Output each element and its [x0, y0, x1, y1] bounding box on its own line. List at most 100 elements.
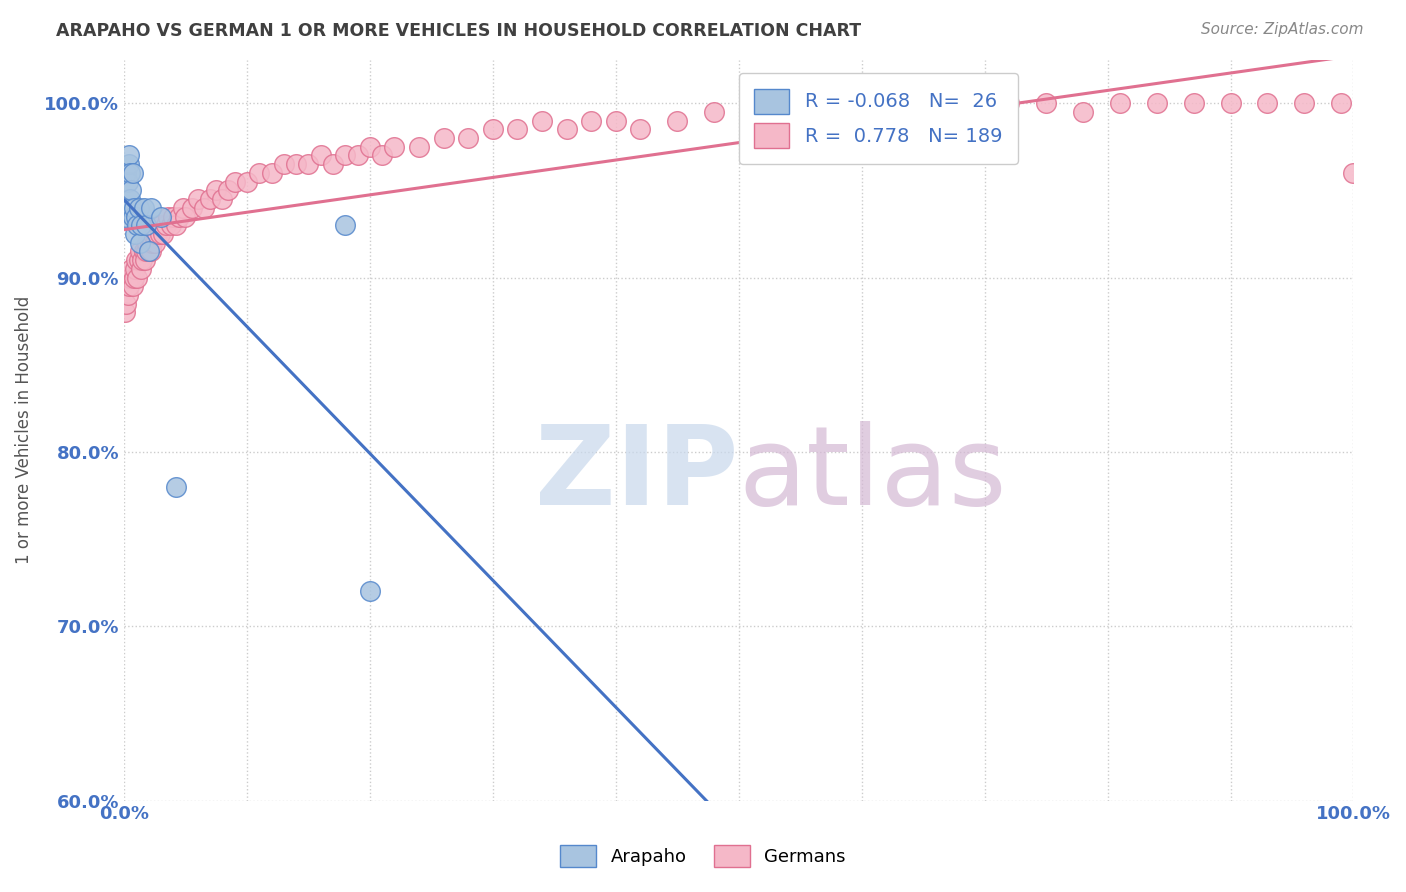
Point [120, 183, 142, 197]
Point [579, 113, 602, 128]
Point [1182, 96, 1205, 111]
Point [814, 104, 837, 119]
Point [117, 288, 139, 302]
Point [128, 201, 150, 215]
Point [149, 219, 172, 233]
Point [152, 227, 174, 241]
Point [1146, 96, 1168, 111]
Point [139, 235, 162, 250]
Text: ZIP: ZIP [536, 421, 738, 528]
Point [666, 113, 689, 128]
Point [149, 227, 172, 241]
Point [530, 113, 553, 128]
Point [172, 201, 194, 215]
Point [125, 253, 148, 268]
Point [122, 201, 145, 215]
Point [118, 279, 141, 293]
Point [924, 104, 946, 119]
Point [962, 96, 984, 111]
Text: Source: ZipAtlas.com: Source: ZipAtlas.com [1201, 22, 1364, 37]
Point [273, 157, 295, 171]
Point [142, 227, 165, 241]
Point [115, 166, 138, 180]
Point [322, 157, 344, 171]
Point [146, 227, 169, 241]
Point [628, 122, 651, 136]
Point [148, 219, 170, 233]
Point [132, 201, 155, 215]
Point [482, 122, 505, 136]
Point [121, 166, 143, 180]
Point [162, 210, 184, 224]
Point [129, 219, 152, 233]
Point [127, 270, 149, 285]
Point [118, 157, 141, 171]
Point [998, 96, 1021, 111]
Point [157, 210, 180, 224]
Point [131, 253, 153, 268]
Legend: R = -0.068   N=  26, R =  0.778   N= 189: R = -0.068 N= 26, R = 0.778 N= 189 [738, 73, 1018, 164]
Point [359, 140, 381, 154]
Point [205, 183, 228, 197]
Point [118, 148, 141, 162]
Point [120, 261, 142, 276]
Point [1035, 96, 1057, 111]
Point [139, 201, 162, 215]
Point [346, 148, 368, 162]
Point [114, 305, 136, 319]
Point [124, 261, 146, 276]
Point [335, 219, 357, 233]
Point [135, 244, 157, 259]
Point [1294, 96, 1316, 111]
Point [285, 157, 308, 171]
Point [114, 210, 136, 224]
Point [1219, 96, 1241, 111]
Text: atlas: atlas [738, 421, 1007, 528]
Point [120, 192, 142, 206]
Point [1343, 166, 1365, 180]
Point [384, 140, 406, 154]
Point [1109, 96, 1132, 111]
Point [143, 235, 166, 250]
Point [457, 131, 479, 145]
Point [297, 157, 319, 171]
Point [127, 219, 149, 233]
Point [309, 148, 332, 162]
Point [128, 253, 150, 268]
Point [145, 227, 167, 241]
Point [555, 122, 578, 136]
Point [149, 210, 172, 224]
Point [180, 201, 202, 215]
Point [433, 131, 456, 145]
Point [605, 113, 627, 128]
Point [129, 235, 152, 250]
Point [139, 244, 162, 259]
Point [120, 201, 142, 215]
Point [174, 210, 197, 224]
Point [129, 244, 152, 259]
Point [132, 244, 155, 259]
Point [136, 235, 159, 250]
Point [776, 96, 799, 111]
Point [740, 104, 762, 119]
Point [138, 244, 160, 259]
Point [134, 253, 156, 268]
Point [135, 219, 157, 233]
Point [887, 96, 910, 111]
Point [169, 210, 191, 224]
Point [236, 175, 259, 189]
Point [408, 140, 430, 154]
Point [159, 219, 181, 233]
Point [1071, 104, 1094, 119]
Point [165, 480, 187, 494]
Point [224, 175, 246, 189]
Y-axis label: 1 or more Vehicles in Household: 1 or more Vehicles in Household [15, 296, 32, 565]
Point [120, 166, 142, 180]
Point [247, 166, 270, 180]
Point [198, 192, 221, 206]
Point [260, 166, 283, 180]
Point [211, 192, 233, 206]
Point [120, 270, 142, 285]
Point [851, 96, 873, 111]
Point [138, 244, 160, 259]
